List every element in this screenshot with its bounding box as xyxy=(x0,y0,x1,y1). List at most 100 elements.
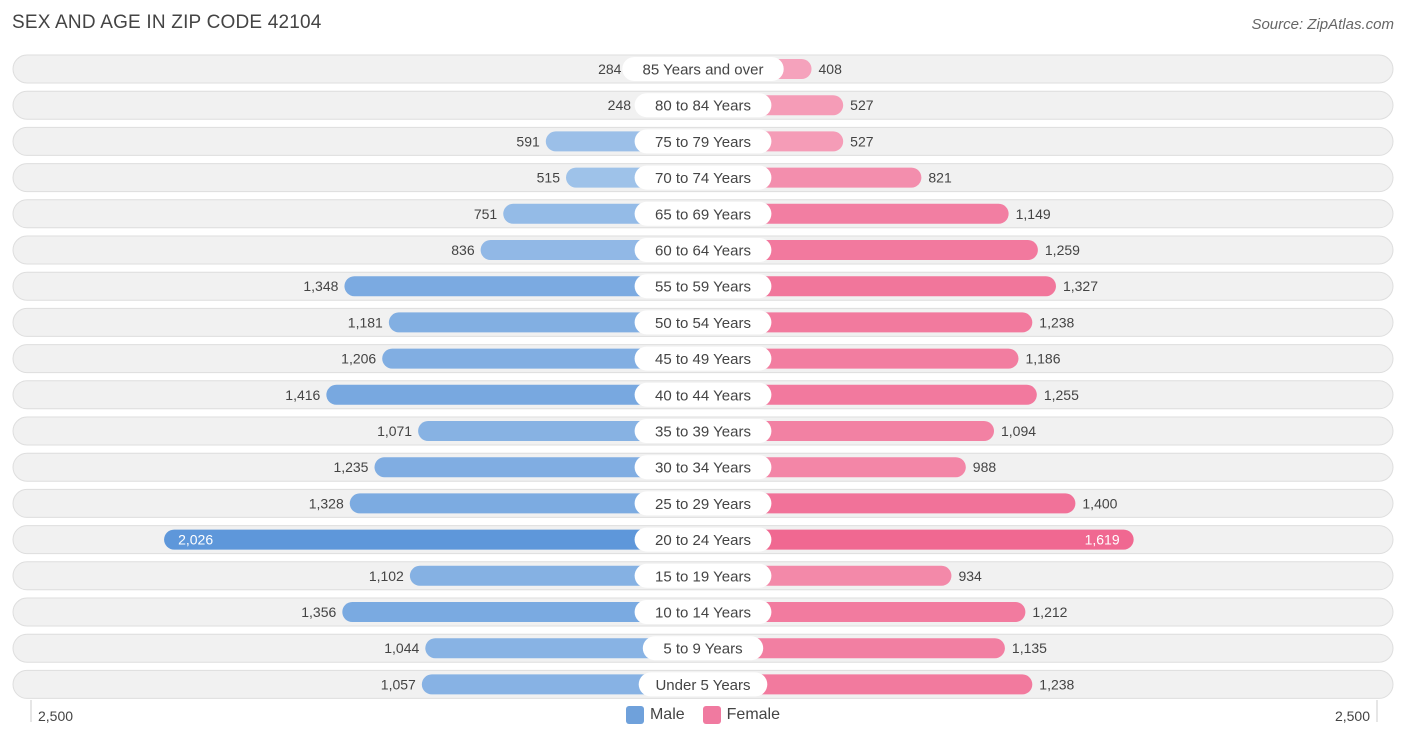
category-label: 80 to 84 Years xyxy=(655,98,751,115)
category-label: 5 to 9 Years xyxy=(663,641,742,658)
male-value-label: 1,206 xyxy=(341,351,376,367)
category-pill xyxy=(634,419,772,443)
category-pill xyxy=(634,129,772,154)
male-value-label: 1,235 xyxy=(333,459,368,475)
male-bar xyxy=(374,457,703,478)
male-value-label: 1,057 xyxy=(381,676,416,692)
category-label: 85 Years and over xyxy=(643,62,764,79)
axis-label-left: 2,500 xyxy=(38,708,74,724)
chart-title: SEX AND AGE IN ZIP CODE 42104 xyxy=(12,12,322,33)
category-label: 65 to 69 Years xyxy=(655,206,751,223)
female-bar xyxy=(703,674,1033,695)
male-bar xyxy=(342,602,703,622)
category-pill xyxy=(634,527,772,552)
category-label: 40 to 44 Years xyxy=(655,387,751,404)
female-value-label: 1,259 xyxy=(1045,242,1080,258)
male-value-label: 2,026 xyxy=(178,532,213,548)
female-value-label: 1,400 xyxy=(1082,495,1117,511)
category-label: 15 to 19 Years xyxy=(655,568,751,585)
category-label: 45 to 49 Years xyxy=(655,351,751,368)
female-value-label: 527 xyxy=(850,133,874,149)
male-value-label: 1,356 xyxy=(301,604,336,620)
female-value-label: 527 xyxy=(850,97,874,113)
male-value-label: 1,102 xyxy=(369,568,404,584)
category-pill xyxy=(634,201,772,226)
female-value-label: 821 xyxy=(928,170,952,186)
male-value-label: 284 xyxy=(598,61,622,77)
female-value-label: 934 xyxy=(958,568,982,584)
female-bar xyxy=(703,348,1019,369)
female-bar xyxy=(703,493,1076,514)
female-bar xyxy=(703,421,995,441)
male-value-label: 751 xyxy=(474,206,498,222)
category-pill xyxy=(634,346,772,371)
male-value-label: 1,348 xyxy=(303,278,338,294)
axis-label-right: 2,500 xyxy=(1334,708,1370,724)
female-bar xyxy=(703,240,1038,260)
female-value-label: 988 xyxy=(973,459,997,475)
legend-item-male: Male xyxy=(625,706,685,724)
male-bar xyxy=(425,638,703,659)
category-pill xyxy=(634,93,772,118)
male-bar xyxy=(164,529,704,550)
category-label: 30 to 34 Years xyxy=(655,460,751,477)
male-value-label: 1,328 xyxy=(309,495,344,511)
male-bar xyxy=(344,276,703,297)
legend: Male Female xyxy=(0,706,1406,724)
category-label: 35 to 39 Years xyxy=(655,424,751,441)
female-swatch xyxy=(702,706,721,724)
category-pill xyxy=(634,382,772,407)
category-pill xyxy=(634,600,772,624)
legend-label-male: Male xyxy=(649,706,685,723)
male-value-label: 591 xyxy=(516,133,540,149)
male-value-label: 1,181 xyxy=(348,314,383,330)
female-bar xyxy=(703,384,1037,405)
category-label: Under 5 Years xyxy=(655,677,750,694)
male-bar xyxy=(409,565,703,586)
category-pill xyxy=(634,491,772,516)
female-value-label: 1,186 xyxy=(1025,351,1060,367)
category-label: 50 to 54 Years xyxy=(655,315,751,332)
female-bar xyxy=(703,638,1005,659)
female-value-label: 1,619 xyxy=(1085,532,1120,548)
female-bar xyxy=(703,602,1026,622)
category-label: 60 to 64 Years xyxy=(655,243,751,260)
female-value-label: 1,149 xyxy=(1016,206,1051,222)
male-value-label: 836 xyxy=(451,242,475,258)
male-value-label: 248 xyxy=(608,97,632,113)
male-value-label: 1,044 xyxy=(384,640,419,656)
female-value-label: 408 xyxy=(819,61,843,77)
category-pill xyxy=(638,672,768,697)
female-bar xyxy=(703,276,1056,297)
female-bar xyxy=(703,203,1009,224)
category-pill xyxy=(634,455,772,480)
male-bar xyxy=(382,348,703,369)
female-value-label: 1,094 xyxy=(1001,423,1036,439)
category-pill xyxy=(634,238,772,262)
category-label: 25 to 29 Years xyxy=(655,496,751,513)
male-swatch xyxy=(625,706,644,724)
category-pill xyxy=(634,274,772,299)
category-pill xyxy=(622,57,784,81)
male-bar xyxy=(326,384,703,405)
male-bar xyxy=(349,493,703,514)
female-value-label: 1,238 xyxy=(1039,676,1074,692)
category-pill xyxy=(634,563,772,588)
female-value-label: 1,212 xyxy=(1032,604,1067,620)
category-label: 20 to 24 Years xyxy=(655,532,751,549)
category-label: 75 to 79 Years xyxy=(655,134,751,151)
female-bar xyxy=(703,529,1134,550)
female-value-label: 1,255 xyxy=(1044,387,1079,403)
legend-item-female: Female xyxy=(702,706,781,724)
category-label: 70 to 74 Years xyxy=(655,170,751,187)
female-value-label: 1,135 xyxy=(1012,640,1047,656)
male-bar xyxy=(388,312,703,333)
legend-label-female: Female xyxy=(726,706,781,723)
category-label: 55 to 59 Years xyxy=(655,279,751,296)
male-value-label: 515 xyxy=(537,170,561,186)
male-bar xyxy=(421,674,703,695)
male-bar xyxy=(418,421,703,441)
category-label: 10 to 14 Years xyxy=(655,605,751,622)
female-value-label: 1,238 xyxy=(1039,314,1074,330)
